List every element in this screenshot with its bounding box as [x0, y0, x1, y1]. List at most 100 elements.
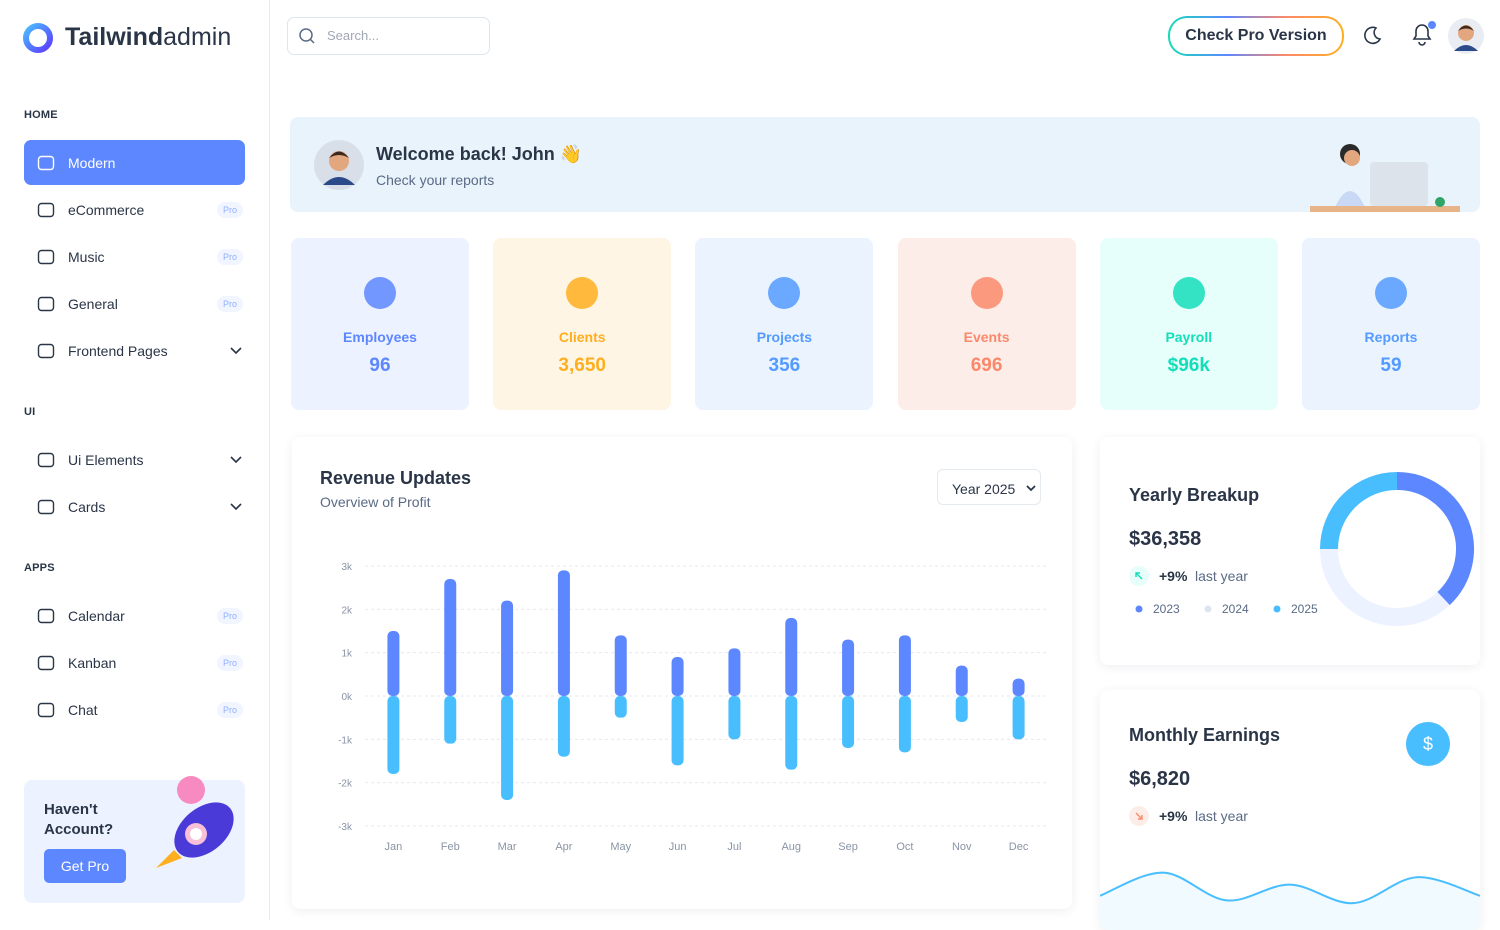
nav-label: Calendar: [68, 607, 125, 624]
bar: [501, 600, 514, 696]
bar: [898, 696, 911, 753]
x-tick-label: Sep: [838, 841, 858, 853]
nav-item[interactable]: Chat Pro: [24, 687, 245, 732]
x-tick-label: Mar: [498, 841, 517, 853]
nav-label: Chat: [68, 701, 98, 718]
search-box[interactable]: Search...: [287, 17, 490, 55]
pro-badge: Pro: [217, 248, 244, 265]
bar: [955, 696, 968, 722]
bar: [614, 696, 627, 718]
stat-card: Events 696: [897, 238, 1076, 410]
nav-item[interactable]: eCommerce Pro: [24, 187, 245, 232]
pro-button[interactable]: Check Pro Version: [1168, 16, 1344, 56]
nav-icon-shape: [37, 155, 55, 170]
pro-badge: Pro: [217, 654, 244, 671]
nav-label: General: [68, 295, 118, 312]
bar: [387, 631, 400, 696]
pro-badge: Pro: [217, 201, 244, 218]
nav-item[interactable]: Music Pro: [24, 234, 245, 279]
bar: [898, 635, 911, 696]
stat-label: Projects: [756, 329, 813, 345]
nav-icon-shape: [37, 343, 55, 358]
submenu-chevron: [230, 503, 242, 511]
notification-bell[interactable]: [1407, 18, 1437, 48]
revenue-subtitle: Overview of Profit: [320, 494, 431, 510]
stat-icon: [566, 277, 599, 309]
x-tick-label: Nov: [952, 841, 972, 853]
stat-label: Events: [963, 329, 1010, 345]
yearly-change: +9%: [1159, 568, 1188, 584]
stat-card: Payroll $96k: [1099, 238, 1278, 410]
stat-icon-shape: [566, 277, 599, 309]
yearly-card: Yearly Breakup $36,358 +9% last year 202…: [1100, 437, 1480, 665]
nav-icon-shape: [37, 202, 55, 217]
nav-icon-shape: [37, 249, 55, 264]
welcome-avatar: [314, 140, 364, 190]
get-pro-button[interactable]: Get Pro: [44, 849, 126, 883]
y-tick-label: -1k: [338, 735, 353, 746]
nav-item[interactable]: General Pro: [24, 281, 245, 326]
nav-icon: [37, 249, 55, 264]
up-indicator: [1129, 566, 1149, 586]
nav-item[interactable]: Calendar Pro: [24, 593, 245, 638]
stat-value: 59: [1380, 355, 1402, 376]
x-tick-label: Dec: [1009, 841, 1029, 853]
welcome-banner: Welcome back! John 👋 Check your reports: [290, 117, 1480, 212]
y-tick-label: 2k: [341, 605, 353, 616]
stat-icon: [768, 277, 801, 309]
nav-icon: [37, 499, 55, 514]
year-select[interactable]: Year 2025: [937, 469, 1041, 505]
nav-icon: [37, 202, 55, 217]
section-title: UI: [24, 406, 36, 418]
stat-label: Payroll: [1165, 329, 1213, 345]
nav-icon-shape: [37, 499, 55, 514]
x-tick-label: Apr: [555, 841, 572, 853]
welcome-subtitle: Check your reports: [376, 172, 495, 188]
nav-icon-shape: [37, 452, 55, 467]
donut-segment: [1320, 548, 1450, 626]
bar: [557, 696, 570, 757]
nav-label: Cards: [68, 498, 106, 515]
x-tick-label: Feb: [441, 841, 460, 853]
stat-icon: [364, 277, 396, 309]
theme-toggle[interactable]: [1360, 24, 1384, 48]
stat-card: Reports 59: [1302, 238, 1480, 410]
stat-value: 696: [970, 355, 1003, 376]
chevron-path: [230, 503, 242, 511]
revenue-card: Revenue Updates Overview of Profit Year …: [292, 437, 1072, 909]
brand: Tailwindadmin: [65, 23, 231, 52]
rocket-illustration: [156, 776, 234, 868]
y-tick-label: 0k: [341, 692, 353, 703]
nav-item[interactable]: Frontend Pages: [24, 328, 245, 373]
stat-label: Reports: [1364, 329, 1418, 345]
nav-item[interactable]: Kanban Pro: [24, 640, 245, 685]
bar: [728, 696, 741, 740]
y-tick-label: 3k: [341, 562, 353, 573]
yearly-change-note: last year: [1195, 568, 1248, 584]
bar: [1012, 678, 1025, 696]
donut-segment: [1396, 472, 1474, 606]
pro-badge: Pro: [217, 701, 244, 718]
welcome-title: Welcome back! John 👋: [376, 144, 583, 164]
bar: [842, 696, 855, 748]
revenue-title: Revenue Updates: [320, 468, 472, 488]
user-avatar[interactable]: [1447, 17, 1485, 55]
bar: [785, 618, 798, 696]
nav-item[interactable]: Cards: [24, 484, 245, 529]
nav-item[interactable]: Ui Elements: [24, 437, 245, 482]
nav-icon: [37, 702, 55, 717]
nav-icon: [37, 655, 55, 670]
nav-label: Music: [68, 248, 105, 265]
nav-icon-shape: [37, 702, 55, 717]
monthly-amount: $6,820: [1129, 768, 1191, 790]
nav-item[interactable]: Modern: [24, 140, 245, 185]
promo-title: Haven't Account?: [44, 801, 114, 838]
x-tick-label: Aug: [781, 841, 801, 853]
x-tick-label: Jul: [727, 841, 741, 853]
legend-dot: [1273, 605, 1281, 613]
legend-label: 2025: [1291, 602, 1318, 616]
nav-icon: [37, 296, 55, 311]
stat-icon: [1172, 277, 1205, 309]
y-tick-label: 1k: [341, 649, 353, 660]
